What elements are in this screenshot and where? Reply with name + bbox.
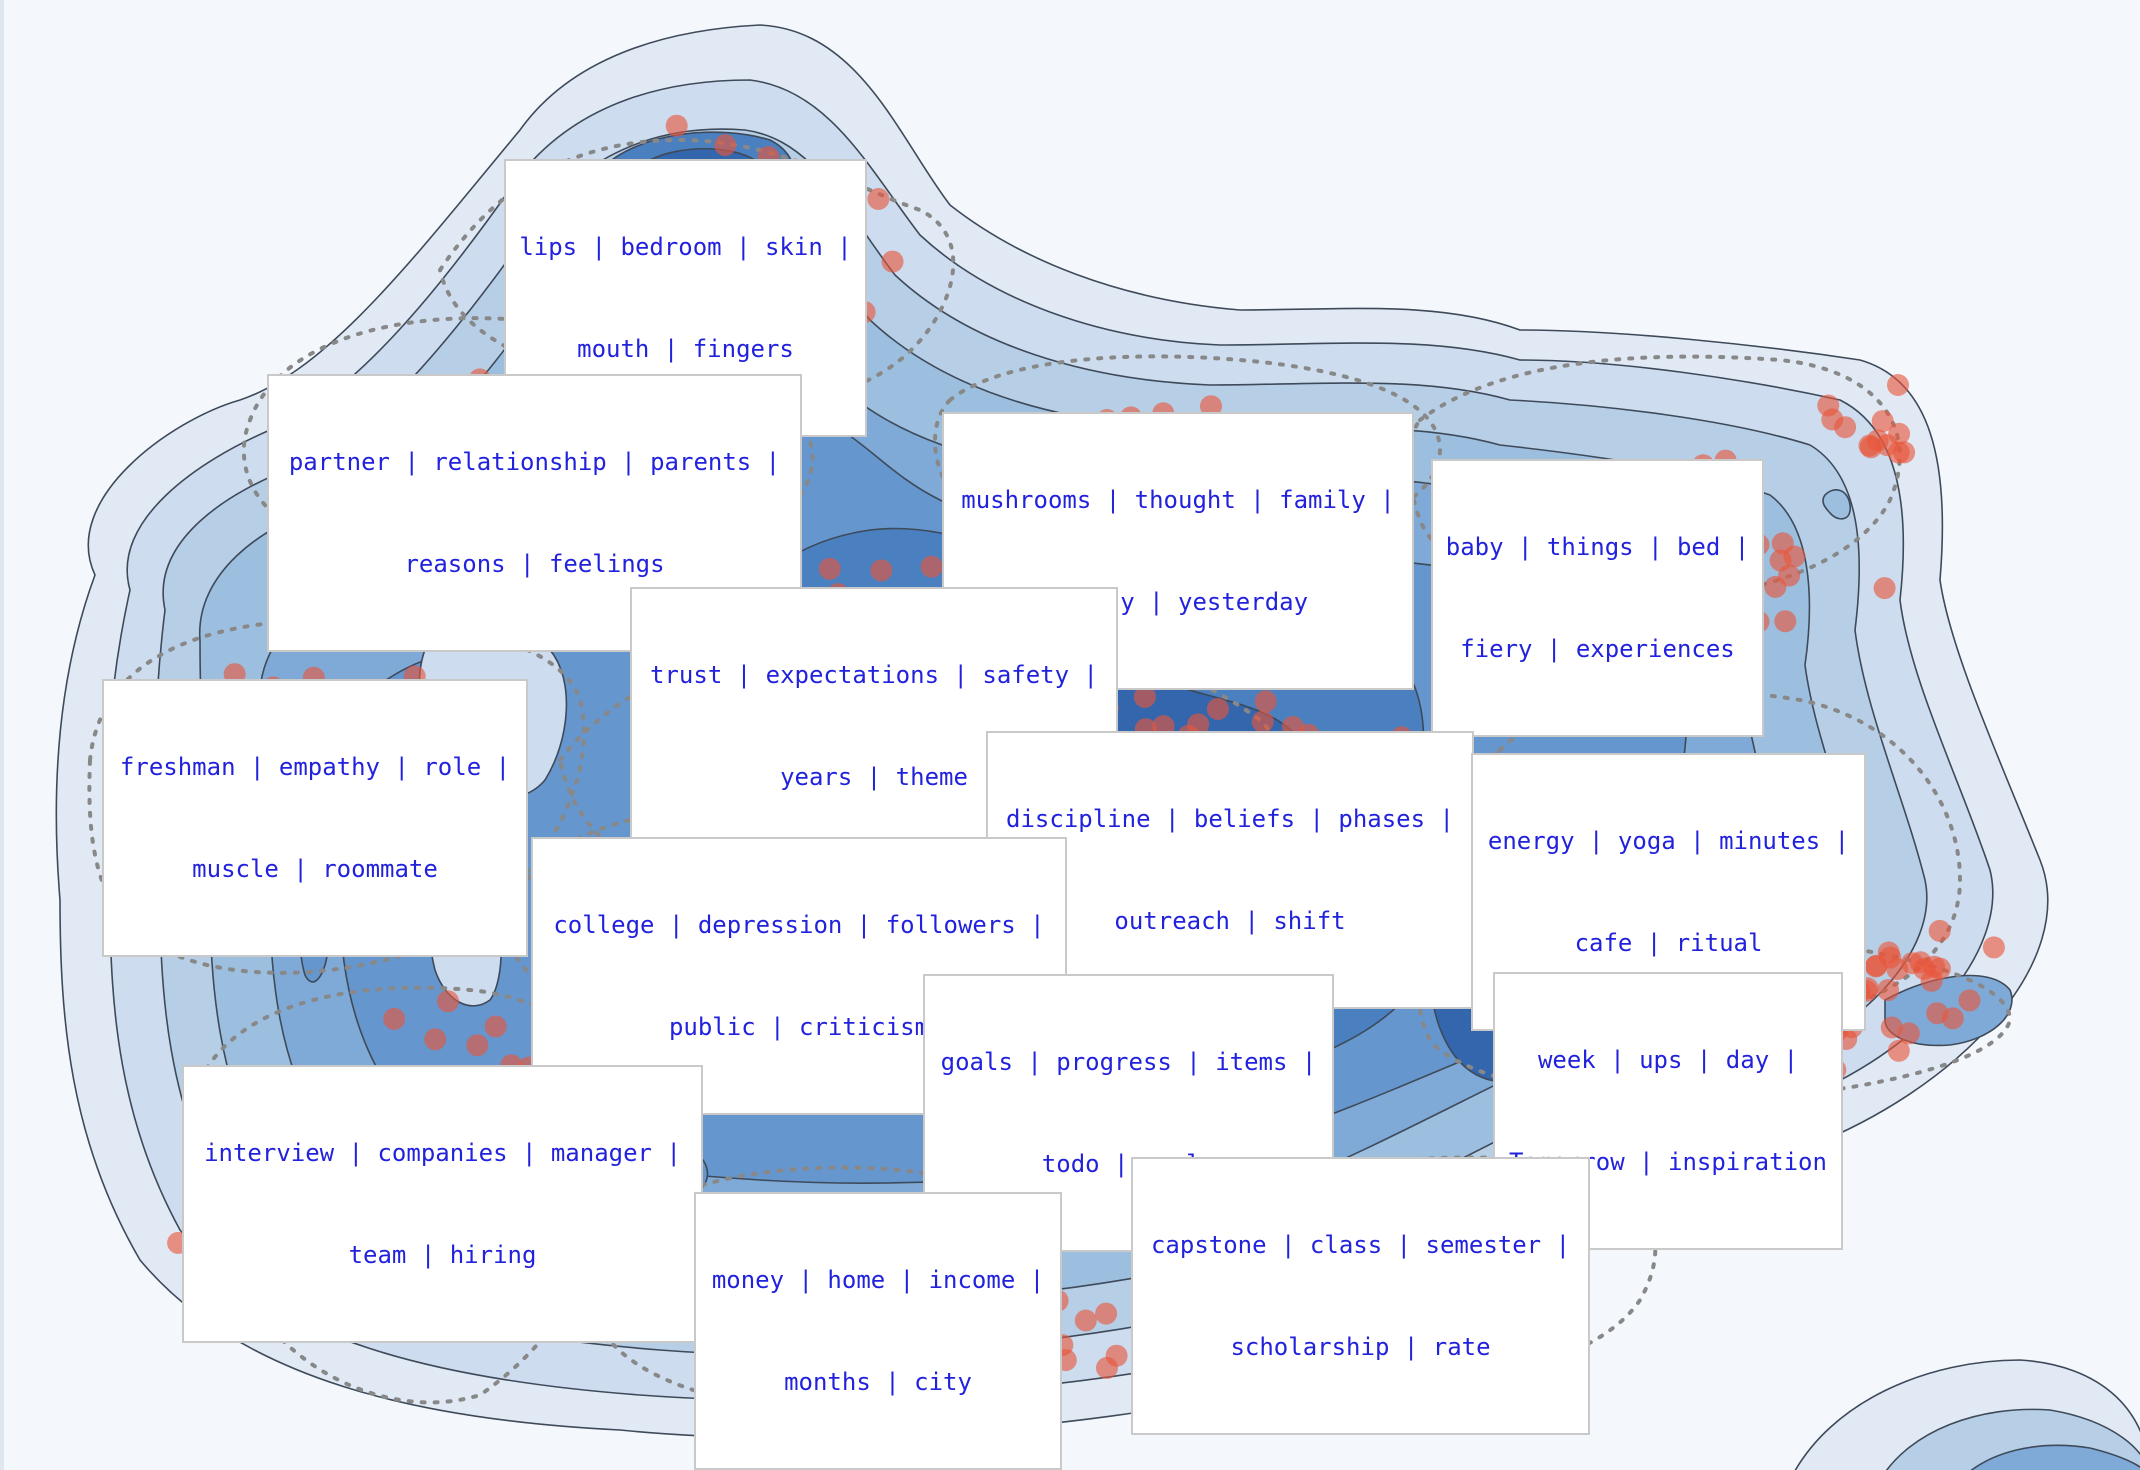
document-point: [920, 555, 943, 578]
document-point: [424, 1028, 447, 1051]
document-point: [1982, 936, 2005, 959]
topic-label-line: mouth | fingers: [577, 335, 794, 363]
topic-label-line: discipline | beliefs | phases |: [1006, 805, 1454, 833]
document-point: [1095, 1302, 1118, 1325]
topic-label-line: outreach | shift: [1114, 907, 1346, 935]
topic-label-line: freshman | empathy | role |: [119, 753, 511, 781]
topic-label-line: week | ups | day |: [1537, 1046, 1799, 1074]
document-point: [466, 1034, 489, 1057]
topic-label-line: muscle | roommate: [192, 855, 438, 883]
document-point: [714, 134, 737, 157]
topic-label-capstone[interactable]: capstone | class | semester | scholarshi…: [1131, 1157, 1590, 1435]
topic-label-line: money | home | income |: [711, 1266, 1045, 1294]
document-point: [1901, 952, 1924, 975]
document-point: [1926, 1002, 1949, 1025]
document-point: [1859, 436, 1882, 459]
document-point: [1958, 989, 1981, 1012]
topic-label-discipline[interactable]: discipline | beliefs | phases | outreach…: [986, 731, 1474, 1009]
topic-label-line: partner | relationship | parents |: [288, 448, 781, 476]
topic-label-line: cafe | ritual: [1574, 929, 1763, 957]
document-point: [870, 559, 893, 582]
topic-label-line: lips | bedroom | skin |: [519, 233, 852, 261]
topic-label-line: months | city: [784, 1368, 972, 1396]
cluster-outline-week: [1416, 932, 2013, 1104]
document-point: [881, 250, 904, 273]
document-point: [1817, 394, 1840, 417]
document-point: [437, 990, 459, 1013]
document-point: [1887, 1039, 1910, 1062]
topic-label-line: interview | companies | manager |: [204, 1139, 681, 1167]
document-point: [1928, 919, 1951, 942]
document-point: [1251, 710, 1274, 733]
topic-label-line: baby | things | bed |: [1445, 533, 1750, 561]
topic-label-line: team | hiring: [348, 1241, 537, 1269]
density-corner-3: [1970, 1444, 2140, 1470]
document-point: [1074, 1309, 1097, 1332]
topic-label-interview[interactable]: interview | companies | manager | team |…: [182, 1065, 703, 1343]
topic-label-line: trust | expectations | safety |: [650, 661, 1098, 689]
topic-label-money[interactable]: money | home | income | months | city: [694, 1192, 1062, 1470]
document-point: [1887, 441, 1910, 464]
document-point: [867, 188, 890, 210]
topic-label-line: fiery | experiences: [1460, 635, 1735, 663]
document-point: [1771, 532, 1794, 555]
topic-label-line: energy | yoga | minutes |: [1487, 827, 1850, 855]
document-point: [1877, 979, 1900, 1002]
topic-label-line: reasons | feelings: [404, 550, 665, 578]
document-point: [1877, 941, 1900, 964]
document-point: [1887, 374, 1909, 396]
document-point: [1873, 577, 1896, 600]
document-point: [1096, 1356, 1118, 1379]
document-point: [1133, 685, 1156, 708]
topic-label-line: college | depression | followers |: [553, 911, 1045, 939]
cluster-outline-freshman: [87, 617, 586, 975]
document-point: [665, 114, 688, 137]
document-point: [1923, 955, 1946, 978]
document-point: [1200, 395, 1222, 418]
document-point: [1880, 1016, 1903, 1039]
topic-label-line: capstone | class | semester |: [1150, 1231, 1571, 1259]
document-point: [1888, 422, 1911, 445]
topic-label-line: scholarship | rate: [1230, 1333, 1491, 1361]
topic-label-line: years | theme: [780, 763, 968, 791]
document-point: [1206, 698, 1229, 720]
topic-label-line: public | criticism: [668, 1013, 930, 1041]
document-point: [1897, 1022, 1920, 1045]
topic-label-baby[interactable]: baby | things | bed | fiery | experience…: [1431, 459, 1764, 737]
document-point: [1774, 610, 1797, 633]
document-point: [383, 1007, 406, 1030]
document-point: [484, 1015, 507, 1038]
topic-label-line: goals | progress | items |: [940, 1048, 1317, 1076]
document-point: [1254, 690, 1277, 713]
topic-label-freshman[interactable]: freshman | empathy | role | muscle | roo…: [102, 679, 528, 957]
topic-label-line: mushrooms | thought | family |: [961, 486, 1395, 514]
document-point: [1871, 410, 1894, 433]
left-edge-divider: [0, 0, 4, 1470]
document-point: [1778, 564, 1801, 587]
document-point: [818, 557, 841, 580]
density-hole-right: [1822, 489, 1851, 520]
